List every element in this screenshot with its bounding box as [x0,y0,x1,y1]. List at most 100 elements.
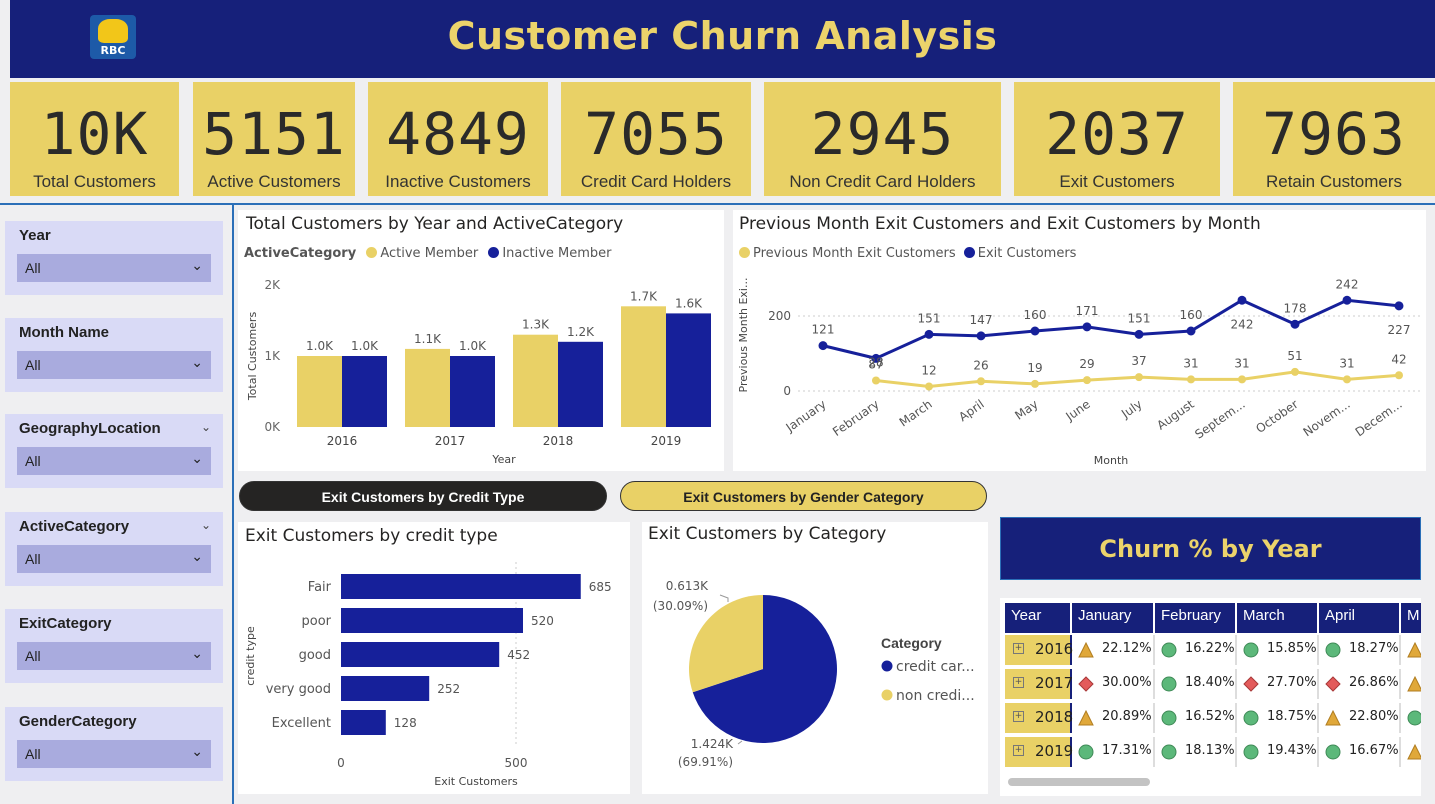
circle-icon [1243,744,1259,760]
kpi-exit-customers[interactable]: 2037 Exit Customers [1014,82,1220,196]
chevron-down-icon: ⌄ [191,355,203,371]
column-header[interactable]: March [1237,603,1319,633]
slicer-label: ExitCategory [19,615,112,632]
credit-type-button[interactable]: Exit Customers by Credit Type [239,481,607,511]
churn-value: 16.52% [1185,709,1235,724]
prev-month-point [1343,375,1351,384]
exit-label: 121 [812,323,835,337]
churn-cell: 30.00% [1072,669,1155,699]
y-axis-label: credit type [244,626,257,686]
churn-cell: 22.80% [1319,703,1401,733]
legend-active[interactable]: Active Member [380,246,479,261]
prev-month-label: 19 [1027,361,1042,375]
expand-icon[interactable]: + [1013,677,1024,688]
column-header[interactable]: January [1072,603,1155,633]
prev-month-point [1291,367,1299,376]
dropdown-value: All [25,551,41,567]
kpi-inactive-customers[interactable]: 4849 Inactive Customers [368,82,548,196]
year-value: 2016 [1035,640,1074,658]
active-category-dropdown[interactable]: All ⌄ [17,545,211,573]
year-dropdown[interactable]: All ⌄ [17,254,211,282]
kpi-value: 10K [40,100,149,168]
churn-cell: 22.12% [1072,635,1155,665]
x-tick-label: Novem... [1301,397,1353,439]
expand-icon[interactable]: + [1013,745,1024,756]
exit-label: 160 [1180,308,1203,322]
circle-icon [1078,744,1094,760]
month-name-dropdown[interactable]: All ⌄ [17,351,211,379]
horizontal-scrollbar[interactable] [1008,778,1150,786]
lion-icon [98,19,128,43]
slicer-gender-category: GenderCategory All ⌄ [5,707,223,781]
x-tick-label: January [783,397,829,435]
exit-category-dropdown[interactable]: All ⌄ [17,642,211,670]
legend-prev-month[interactable]: Previous Month Exit Customers [753,246,956,261]
legend-inactive[interactable]: Inactive Member [502,246,612,261]
dropdown-value: All [25,260,41,276]
churn-cell [1401,703,1421,733]
prev-month-label: 29 [1079,357,1094,371]
x-tick-label: 0 [337,756,345,770]
kpi-value: 7055 [584,100,728,168]
label-leader [737,740,743,745]
gender-category-dropdown[interactable]: All ⌄ [17,740,211,768]
diamond-icon [1078,676,1094,692]
exit-label: 151 [918,311,941,325]
kpi-total-customers[interactable]: 10K Total Customers [10,82,179,196]
collapse-chevron-icon[interactable]: ⌄ [200,420,211,434]
churn-value: 16.22% [1185,641,1235,656]
prev-month-label: 51 [1287,349,1302,363]
legend-exit[interactable]: Exit Customers [977,246,1077,261]
kpi-credit-card-holders[interactable]: 7055 Credit Card Holders [561,82,751,196]
expand-icon[interactable]: + [1013,711,1024,722]
slice-value-label: 1.424K [691,737,734,751]
x-tick-label: March [897,397,935,429]
expand-icon[interactable]: + [1013,643,1024,654]
chart-exit-by-credit-type[interactable]: Exit Customers by credit type Fair 685 poo… [238,522,630,794]
kpi-non-credit-card-holders[interactable]: 2945 Non Credit Card Holders [764,82,1001,196]
chart-exit-by-month[interactable]: Previous Month Exit Customers and Exit C… [733,210,1426,471]
legend-dot [881,689,893,701]
chart-customers-by-year[interactable]: Total Customers by Year and ActiveCatego… [238,210,724,471]
rbc-logo: RBC [90,15,136,59]
column-header[interactable]: M [1401,603,1421,633]
bar-2016-inactive [342,356,387,427]
churn-matrix[interactable]: Year January February March April M +2016 22.12… [1000,598,1421,796]
churn-cell: 15.85% [1237,635,1319,665]
kpi-retain-customers[interactable]: 7963 Retain Customers [1233,82,1435,196]
year-cell[interactable]: +2017 [1005,669,1074,699]
column-header[interactable]: April [1319,603,1401,633]
gender-category-button[interactable]: Exit Customers by Gender Category [620,481,987,511]
geography-location-dropdown[interactable]: All ⌄ [17,447,211,475]
y-tick-label: 200 [768,309,791,323]
column-header[interactable]: February [1155,603,1237,633]
data-label: 252 [437,682,460,696]
slicer-active-category: ActiveCategory ⌄ All ⌄ [5,512,223,586]
prev-month-label: 31 [1183,356,1198,370]
churn-by-year-title: Churn % by Year [1000,517,1421,580]
exit-label: 171 [1076,304,1099,318]
kpi-label: Retain Customers [1265,172,1403,191]
churn-cell: 18.13% [1155,737,1237,767]
churn-cell: 19.43% [1237,737,1319,767]
data-label: 685 [589,580,612,594]
exit-point [871,353,881,363]
collapse-chevron-icon[interactable]: ⌄ [200,518,211,532]
churn-value: 30.00% [1102,675,1152,690]
prev-month-point [1031,379,1039,388]
dropdown-value: All [25,648,41,664]
exit-point [1342,295,1352,305]
legend-dot-active [366,247,378,258]
year-cell[interactable]: +2018 [1005,703,1073,733]
year-value: 2017 [1035,674,1074,692]
kpi-active-customers[interactable]: 5151 Active Customers [193,82,355,196]
hbar-chart-svg: Fair 685 poor 520 good 452 very good 252 Excelle… [244,562,612,788]
divider-vertical [232,205,234,804]
chart-exit-by-category[interactable]: Exit Customers by Category 0.613K (30.09%… [642,522,988,794]
year-cell[interactable]: +2016 [1005,635,1074,665]
prev-month-point [1083,376,1091,385]
slicer-label: GeographyLocation [19,420,161,437]
column-header[interactable]: Year [1005,603,1072,633]
year-cell[interactable]: +2019 [1005,737,1073,767]
kpi-value: 2037 [1045,100,1189,168]
